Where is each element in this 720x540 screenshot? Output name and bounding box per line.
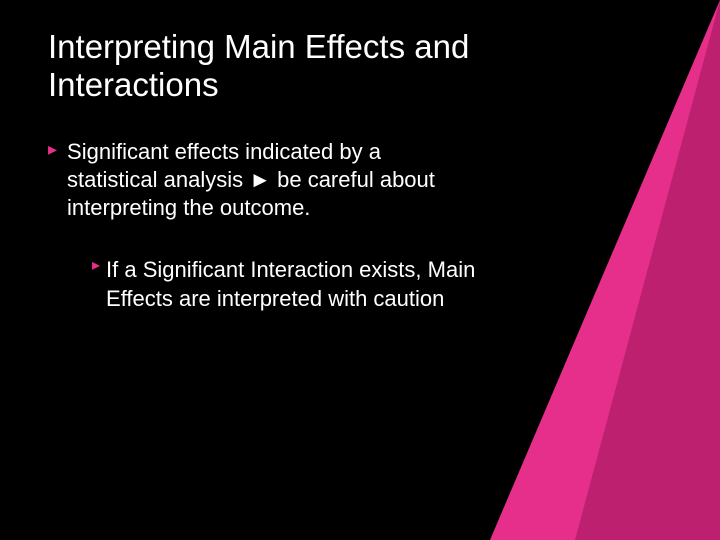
accent-triangle-overlay: [575, 0, 720, 540]
slide-content: Interpreting Main Effects and Interactio…: [48, 28, 548, 313]
bullet-text: If a Significant Interaction exists, Mai…: [106, 256, 492, 312]
bullet-level-1: ▸ Significant effects indicated by a sta…: [48, 138, 468, 222]
slide: Interpreting Main Effects and Interactio…: [0, 0, 720, 540]
bullet-text: Significant effects indicated by a stati…: [67, 138, 468, 222]
bullet-level-2: ▸ If a Significant Interaction exists, M…: [92, 256, 492, 312]
bullet-marker-icon: ▸: [92, 256, 100, 277]
slide-title: Interpreting Main Effects and Interactio…: [48, 28, 548, 104]
bullet-marker-icon: ▸: [48, 138, 57, 161]
